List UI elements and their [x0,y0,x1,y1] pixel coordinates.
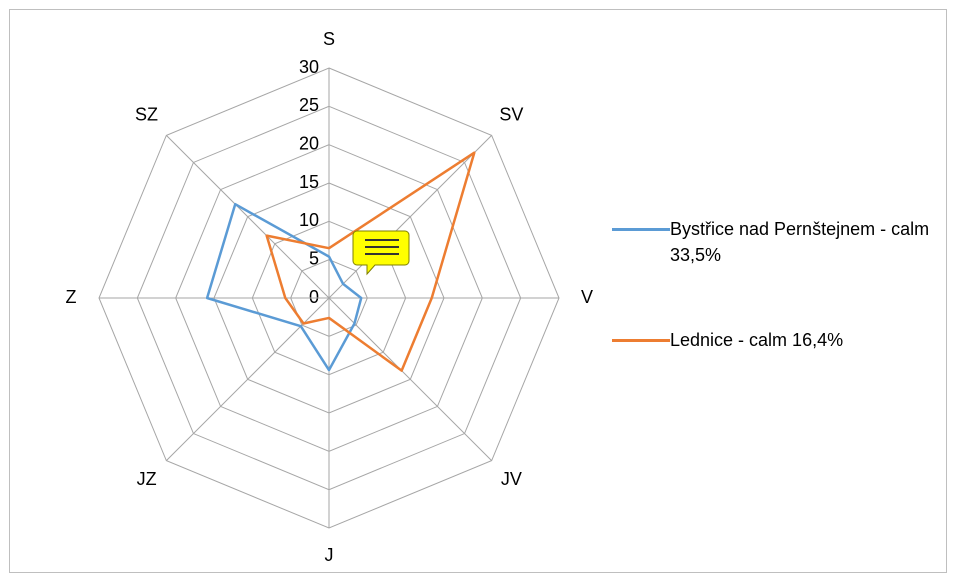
legend-swatch [612,228,670,231]
category-label: S [323,29,335,49]
legend-label: Lednice - calm 16,4% [670,330,844,350]
legend-label: Bystřice nad Pernštejnem - calm 33,5% [670,219,930,265]
spoke [166,297,330,461]
category-label: JZ [137,469,157,489]
series-line [265,151,476,372]
category-label: SZ [135,104,158,124]
category-label: Z [66,287,77,307]
legend-item: Bystřice nad Pernštejnem - calm 33,5% [612,216,952,268]
category-label: V [581,287,593,307]
spoke [328,135,492,299]
comment-bubble [352,230,410,276]
series-line [205,202,363,372]
legend-swatch [612,339,670,342]
legend-item: Lednice - calm 16,4% [612,327,952,353]
tick-label: 30 [299,57,319,77]
tick-label: 0 [309,287,319,307]
category-label: JV [501,469,522,489]
category-label: SV [499,104,523,124]
chart-frame [9,9,947,573]
spoke [166,135,330,299]
tick-label: 15 [299,172,319,192]
tick-label: 20 [299,133,319,153]
comment-icon [352,230,410,276]
tick-label: 10 [299,210,319,230]
tick-label: 25 [299,95,319,115]
tick-label: 5 [309,248,319,268]
category-label: J [325,545,334,565]
spoke [328,297,492,461]
